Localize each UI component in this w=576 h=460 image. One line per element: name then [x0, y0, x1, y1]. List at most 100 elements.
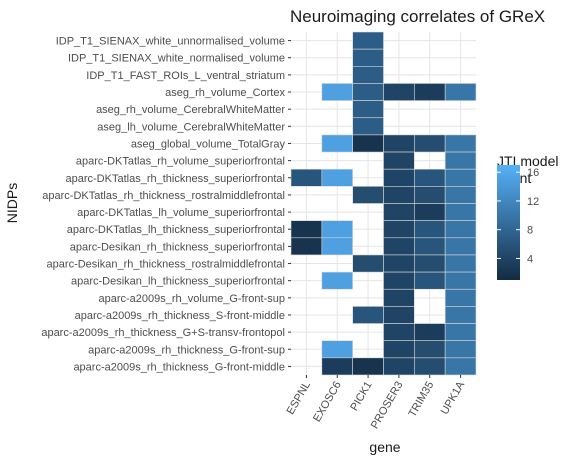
- heatmap-cell: [414, 220, 446, 239]
- heatmap-cell: [444, 288, 477, 307]
- heatmap-cell: [352, 306, 384, 324]
- heatmap-cell: [414, 357, 446, 376]
- heatmap-cell: [444, 271, 477, 290]
- heatmap-cell: [290, 220, 323, 239]
- y-tick-labels: IDP_T1_SIENAX_white_unnormalised_volume I…: [41, 36, 291, 373]
- y-tick-label: aparc-DKTatlas_rh_volume_superiorfrontal: [76, 156, 285, 168]
- heatmap-cell: [383, 323, 415, 341]
- heatmap-cell: [383, 340, 415, 359]
- heatmap-cell: [352, 31, 384, 50]
- heatmap-cell: [352, 357, 384, 376]
- heatmap-cell: [352, 83, 384, 101]
- legend-ticks: 4 8 12 16: [497, 167, 539, 265]
- y-tick-label: aparc-Desikan_rh_thickness_rostralmiddle…: [47, 259, 285, 271]
- heatmap-cell: [444, 340, 477, 359]
- heatmap-cell: [383, 186, 415, 204]
- x-tick-label: PROSER3: [369, 380, 406, 432]
- heatmap-cell: [444, 254, 477, 273]
- heatmap-cell: [414, 271, 446, 290]
- heatmap-cell: [414, 186, 446, 204]
- heatmap-cell: [321, 357, 353, 376]
- heatmap-cell: [383, 288, 415, 307]
- heatmap-cell: [444, 134, 477, 153]
- y-tick-label: IDP_T1_SIENAX_white_unnormalised_volume: [56, 36, 285, 48]
- heatmap-cell: [383, 83, 415, 101]
- x-tick-label: EXOSC6: [311, 380, 344, 425]
- x-tick-label: TRIM35: [406, 380, 436, 420]
- heatmap-cell: [383, 168, 415, 187]
- heatmap-cell: [352, 134, 384, 153]
- y-tick-label: aparc-a2009s_rh_thickness_G-front-middle: [73, 361, 285, 373]
- heatmap-cell: [414, 168, 446, 187]
- heatmap-cell: [414, 134, 446, 153]
- x-tick-label: UPK1A: [439, 379, 468, 417]
- heatmap-cell: [444, 83, 477, 101]
- heatmap-cell: [414, 203, 446, 221]
- heatmap-cell: [321, 134, 353, 153]
- heatmap-cell: [383, 220, 415, 239]
- heatmap-cell: [414, 340, 446, 359]
- heatmap-cell: [321, 220, 353, 239]
- y-tick-label: aparc-a2009s_rh_thickness_G-front-sup: [88, 344, 285, 356]
- heatmap-cell: [321, 237, 353, 256]
- y-tick-label: aparc-a2009s_rh_thickness_S-front-middle: [75, 310, 285, 322]
- heatmap-cell: [414, 83, 446, 101]
- heatmap-cell: [383, 237, 415, 256]
- x-tick-label: ESPNL: [285, 380, 313, 417]
- heatmap-cell: [321, 168, 353, 187]
- y-tick-label: aseg_rh_volume_CerebralWhiteMatter: [96, 104, 285, 116]
- heatmap-cell: [383, 271, 415, 290]
- legend-tick-label: 8: [527, 225, 533, 237]
- heatmap-cell: [352, 100, 384, 119]
- heatmap-cell: [352, 48, 384, 67]
- heatmap-cell: [444, 220, 477, 239]
- y-tick-label: aseg_global_volume_TotalGray: [131, 138, 286, 150]
- y-axis-label: NIDPs: [4, 183, 20, 223]
- y-tick-label: aparc-a2009s_rh_thickness_G+S-transv-fro…: [41, 327, 285, 339]
- y-tick-label: aparc-Desikan_rh_thickness_superiorfront…: [70, 241, 285, 253]
- heatmap-cell: [414, 237, 446, 256]
- y-tick-label: aseg_lh_volume_CerebralWhiteMatter: [97, 121, 285, 133]
- heatmap-cell: [321, 271, 353, 290]
- heatmap-cell: [383, 151, 415, 170]
- legend-tick-label: 4: [527, 253, 533, 265]
- heatmap-cell: [290, 168, 323, 187]
- heatmap-cell: [383, 203, 415, 221]
- heatmap-cell: [444, 151, 477, 170]
- y-tick-label: IDP_T1_FAST_ROIs_L_ventral_striatum: [86, 70, 285, 82]
- y-tick-label: aparc-DKTatlas_lh_volume_superiorfrontal: [77, 207, 285, 219]
- legend-tick-label: 16: [527, 167, 539, 179]
- heatmap-cell: [444, 186, 477, 204]
- heatmap-cell: [444, 203, 477, 221]
- heatmap-cell: [414, 323, 446, 341]
- y-tick-label: aparc-DKTatlas_rh_thickness_rostralmiddl…: [42, 190, 285, 202]
- heatmap-cell: [444, 306, 477, 324]
- x-tick-label: PICK1: [348, 380, 374, 414]
- heatmap-cell: [444, 237, 477, 256]
- y-tick-label: aparc-Desikan_lh_thickness_superiorfront…: [71, 276, 285, 288]
- heatmap-cell: [352, 254, 384, 273]
- heatmap-cell: [383, 357, 415, 376]
- chart-title: Neuroimaging correlates of GReX: [290, 7, 545, 26]
- heatmap-cell: [383, 134, 415, 153]
- y-tick-label: aseg_rh_volume_Cortex: [165, 87, 285, 99]
- heatmap-cell: [444, 323, 477, 341]
- y-tick-label: aparc-DKTatlas_lh_thickness_superiorfron…: [67, 224, 285, 236]
- y-tick-label: aparc-a2009s_rh_volume_G-front-sup: [99, 293, 286, 305]
- heatmap-cell: [444, 357, 477, 376]
- heatmap-cell: [444, 168, 477, 187]
- heatmap-cell: [383, 254, 415, 273]
- y-tick-label: aparc-DKTatlas_rh_thickness_superiorfron…: [66, 173, 286, 185]
- legend-tick-label: 12: [527, 196, 539, 208]
- heatmap-cell: [290, 237, 323, 256]
- y-tick-label: IDP_T1_SIENAX_white_normalised_volume: [68, 53, 285, 65]
- heatmap-cell: [383, 306, 415, 324]
- heatmap-cell: [352, 186, 384, 204]
- heatmap-cell: [352, 117, 384, 136]
- heatmap-cell: [321, 340, 353, 359]
- heatmap-cell: [321, 83, 353, 101]
- heatmap-cell: [352, 66, 384, 84]
